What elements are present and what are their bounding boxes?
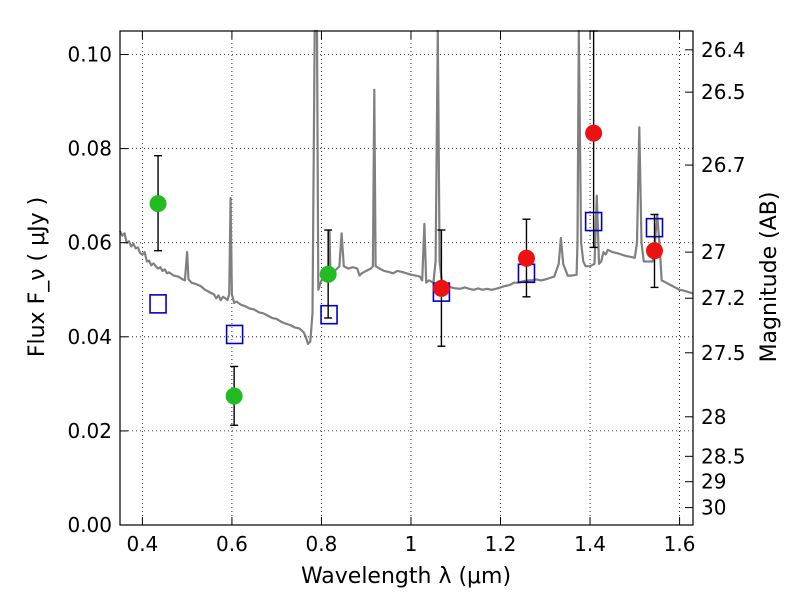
- x-tick-label: 1.2: [485, 532, 517, 556]
- green-data-point: [225, 387, 243, 405]
- red-data-point: [432, 279, 450, 297]
- model-box-marker: [149, 294, 167, 314]
- right-tick-label: 28.5: [701, 444, 746, 468]
- red-data-point: [646, 242, 664, 260]
- y-tick-label: 0.00: [67, 513, 112, 537]
- spectrum-line: [119, 29, 694, 345]
- red-data-point: [517, 249, 535, 267]
- plot-frame: [119, 30, 694, 526]
- x-axis-label: Wavelength λ (μm): [301, 564, 511, 589]
- right-axis-label: Magnitude (AB): [757, 192, 782, 363]
- y-tick-label: 0.06: [67, 231, 112, 255]
- right-tick-label: 27: [701, 240, 726, 264]
- grid-lines: [120, 31, 693, 526]
- right-tick-label: 29: [701, 470, 726, 494]
- y-tick-label: 0.02: [67, 419, 112, 443]
- green-data-point: [319, 265, 337, 283]
- right-tick-label: 27.2: [701, 286, 746, 310]
- model-box-marker: [320, 304, 338, 325]
- x-tick-label: 0.6: [216, 532, 248, 556]
- right-tick-label: 26.5: [701, 80, 746, 104]
- x-tick-label: 1.6: [664, 532, 696, 556]
- right-tick-label: 26.7: [701, 153, 746, 177]
- x-tick-label: 1: [405, 532, 418, 556]
- x-tick-label: 0.8: [306, 532, 338, 556]
- plot-content: [119, 29, 694, 426]
- right-tick-label: 30: [701, 496, 726, 520]
- y-axis-ticks: 0.00 0.02 0.04 0.06 0.08 0.10: [67, 43, 128, 537]
- x-tick-label: 1.4: [574, 532, 606, 556]
- x-axis-ticks: 0.4 0.6 0.8 1 1.2 1.4 1.6: [126, 31, 695, 556]
- green-data-point: [149, 195, 167, 213]
- right-tick-label: 27.5: [701, 341, 746, 365]
- red-data-point: [585, 124, 603, 142]
- right-tick-label: 26.4: [701, 38, 746, 62]
- model-box-marker: [225, 324, 244, 345]
- y-tick-label: 0.10: [67, 43, 112, 67]
- x-tick-label: 0.4: [126, 532, 158, 556]
- right-tick-label: 28: [701, 405, 726, 429]
- y-tick-label: 0.04: [67, 325, 112, 349]
- y-axis-label: Flux F_ν ( μJy ): [25, 197, 50, 357]
- y-tick-label: 0.08: [67, 137, 112, 161]
